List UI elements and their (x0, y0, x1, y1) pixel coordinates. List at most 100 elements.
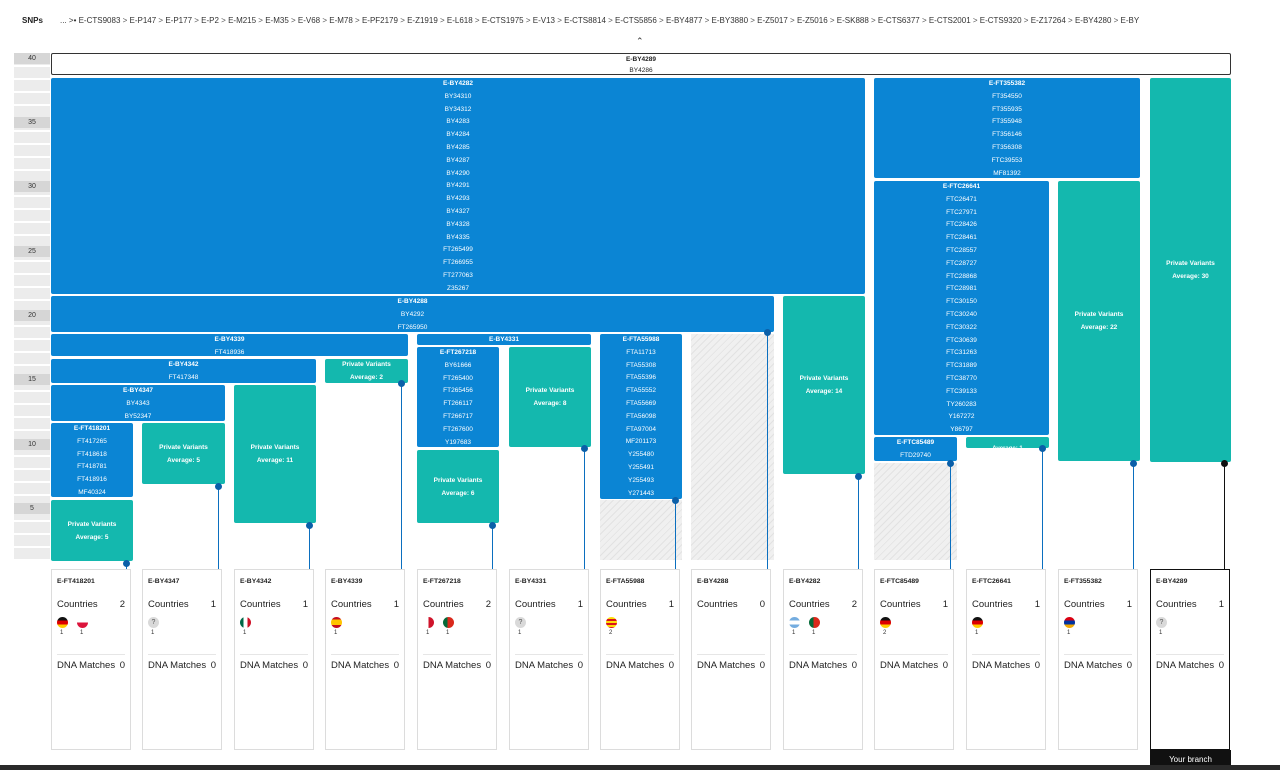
country-flag-item[interactable]: 2 (606, 617, 620, 639)
country-flag-item[interactable]: 1 (240, 617, 254, 639)
branch-block-by4342[interactable]: E-BY4342 FT417348 (51, 359, 316, 383)
branch-card[interactable]: E-FTA55988 Countries 1 2 DNA Matches 0 (600, 569, 680, 750)
breadcrumb-item[interactable]: E-BY (1120, 16, 1140, 25)
branch-card[interactable]: E-BY4342 Countries 1 1 DNA Matches 0 (234, 569, 314, 750)
private-variants-block[interactable]: Private Variants Average: 8 (509, 347, 591, 447)
breadcrumb-item[interactable]: E-Z17264 (1030, 16, 1066, 25)
breadcrumb-item[interactable]: E-CTS8814 (564, 16, 606, 25)
breadcrumb-item[interactable]: E-CTS9320 (979, 16, 1022, 25)
branch-block-by4288[interactable]: E-BY4288 BY4292 FT265950 (51, 296, 774, 332)
private-variants-block[interactable]: Private Variants Average: 22 (1058, 181, 1140, 461)
breadcrumb-item[interactable]: E-L618 (446, 16, 473, 25)
breadcrumb-item[interactable]: E-Z5016 (796, 16, 828, 25)
branch-block-root[interactable]: E-BY4289 BY4286 (51, 53, 1231, 75)
branch-block-ftc85489[interactable]: E-FTC85489 FTD29740 (874, 437, 957, 461)
breadcrumb-item[interactable]: E-CTS2001 (928, 16, 971, 25)
breadcrumb-item[interactable]: E-V13 (532, 16, 555, 25)
country-flag-item[interactable]: ? 1 (1156, 617, 1170, 639)
breadcrumb-item[interactable]: E-V68 (297, 16, 321, 25)
snp-label: FTC31889 (946, 362, 977, 370)
country-flag-item[interactable]: 1 (77, 617, 91, 639)
breadcrumb-item[interactable]: E-M78 (329, 16, 353, 25)
dna-matches-label: DNA Matches (606, 660, 665, 671)
branch-node-dot[interactable] (1221, 460, 1228, 467)
country-flag-item[interactable]: 1 (331, 617, 345, 639)
breadcrumb-item[interactable]: E-CTS1975 (481, 16, 524, 25)
branch-block-by4347[interactable]: E-BY4347 BY4343 BY52347 (51, 385, 225, 421)
branch-card[interactable]: E-BY4288 Countries 0 DNA Matches 0 (691, 569, 771, 750)
chevron-up-icon[interactable]: ⌃ (636, 36, 644, 46)
branch-node-dot[interactable] (123, 560, 130, 567)
private-variants-block[interactable]: Private Variants Average: 14 (783, 296, 865, 474)
branch-block-ft418201[interactable]: E-FT418201 FT417265 FT418618 FT418781 FT4189… (51, 423, 133, 497)
breadcrumb-separator: > (218, 16, 229, 25)
breadcrumb-item[interactable]: E-BY4280 (1074, 16, 1112, 25)
breadcrumb-item[interactable]: E-P2 (201, 16, 219, 25)
branch-block-ftc26641[interactable]: E-FTC26641 FTC26471 FTC27971 FTC28426 FTC284… (874, 181, 1049, 435)
branch-node-dot[interactable] (398, 380, 405, 387)
branch-node-dot[interactable] (947, 460, 954, 467)
branch-node-dot[interactable] (581, 445, 588, 452)
branch-node-dot[interactable] (1039, 445, 1046, 452)
branch-card[interactable]: E-FT267218 Countries 2 1 1 DNA Matches 0 (417, 569, 497, 750)
card-divider (697, 654, 765, 655)
branch-card[interactable]: E-BY4347 Countries 1? 1 DNA Matches 0 (142, 569, 222, 750)
country-flag-item[interactable]: 1 (443, 617, 457, 639)
branch-card[interactable]: E-BY4339 Countries 1 1 DNA Matches 0 (325, 569, 405, 750)
country-flag-item[interactable]: ? 1 (515, 617, 529, 639)
breadcrumb-item[interactable]: E-CTS6377 (877, 16, 920, 25)
branch-block-fta55988[interactable]: E-FTA55988 FTA11713 FTA55308 FTA55396 FTA555… (600, 334, 682, 499)
breadcrumb-item[interactable]: E-CTS9083 (78, 16, 121, 25)
branch-card[interactable]: E-BY4331 Countries 1? 1 DNA Matches 0 (509, 569, 589, 750)
branch-node-dot[interactable] (672, 497, 679, 504)
private-variants-block[interactable]: Private Variants Average: 5 (51, 500, 133, 561)
branch-card[interactable]: E-FT418201 Countries 2 1 1 DNA Matches 0 (51, 569, 131, 750)
branch-card[interactable]: E-FTC26641 Countries 1 1 DNA Matches 0 (966, 569, 1046, 750)
breadcrumb-item[interactable]: E-M215 (228, 16, 257, 25)
breadcrumb-item[interactable]: E-Z1919 (407, 16, 438, 25)
branch-stem (492, 525, 493, 569)
country-flag-item[interactable]: ? 1 (148, 617, 162, 639)
branch-node-dot[interactable] (489, 522, 496, 529)
branch-block-by4282[interactable]: E-BY4282 BY34310 BY34312 BY4283 BY4284 BY4285… (51, 78, 865, 294)
branch-node-dot[interactable] (764, 329, 771, 336)
branch-block-ft355382[interactable]: E-FT355382 FT354550 FT355935 FT355948 FT3561… (874, 78, 1140, 178)
dna-matches-label: DNA Matches (148, 660, 207, 671)
country-flag-item[interactable]: 1 (789, 617, 803, 639)
breadcrumb-item[interactable]: E-SK888 (836, 16, 869, 25)
branch-block-ft267218[interactable]: E-FT267218 BY61666 FT265400 FT265456 FT26611… (417, 347, 499, 447)
branch-card[interactable]: E-BY4289 Countries 1? 1 DNA Matches 0 (1150, 569, 1230, 750)
dna-matches-label: DNA Matches (880, 660, 939, 671)
breadcrumb-item[interactable]: E-P177 (165, 16, 193, 25)
country-flag-item[interactable]: 1 (57, 617, 71, 639)
branch-block-by4339[interactable]: E-BY4339 FT418936 (51, 334, 408, 356)
breadcrumb-item[interactable]: E-PF2179 (361, 16, 398, 25)
country-flag-item[interactable]: 1 (809, 617, 823, 639)
breadcrumb-item[interactable]: E-Z5017 (757, 16, 788, 25)
private-variants-block[interactable]: Private Variants Average: 2 (325, 359, 408, 383)
private-variants-block[interactable]: Private Variants Average: 5 (142, 423, 225, 484)
breadcrumb-item[interactable]: E-P147 (129, 16, 157, 25)
branch-node-dot[interactable] (306, 522, 313, 529)
branch-node-dot[interactable] (215, 483, 222, 490)
private-variants-block[interactable]: Private Variants Average: 11 (234, 385, 316, 523)
breadcrumb-item[interactable]: E-BY4877 (665, 16, 703, 25)
country-flag-item[interactable]: 1 (1064, 617, 1078, 639)
breadcrumb-item[interactable]: E-M35 (265, 16, 289, 25)
branch-card[interactable]: E-FTC85489 Countries 1 2 DNA Matches 0 (874, 569, 954, 750)
country-flag-item[interactable]: 2 (880, 617, 894, 639)
private-variants-block[interactable]: Private Variants Average: 6 (417, 450, 499, 523)
branch-node-dot[interactable] (855, 473, 862, 480)
branch-node-dot[interactable] (1130, 460, 1137, 467)
branch-card[interactable]: E-BY4282 Countries 2 1 1 DNA Matches 0 (783, 569, 863, 750)
snp-label: BY4327 (446, 207, 470, 215)
branch-block-by4331[interactable]: E-BY4331 (417, 334, 591, 345)
breadcrumb-item[interactable]: E-CTS5856 (615, 16, 657, 25)
breadcrumb-separator: > (397, 16, 408, 25)
private-variants-block[interactable]: Private Variants Average: 30 (1150, 78, 1231, 462)
country-flag-item[interactable]: 1 (423, 617, 437, 639)
breadcrumb-item[interactable]: E-BY3880 (711, 16, 749, 25)
branch-card[interactable]: E-FT355382 Countries 1 1 DNA Matches 0 (1058, 569, 1138, 750)
country-flag-item[interactable]: 1 (972, 617, 986, 639)
